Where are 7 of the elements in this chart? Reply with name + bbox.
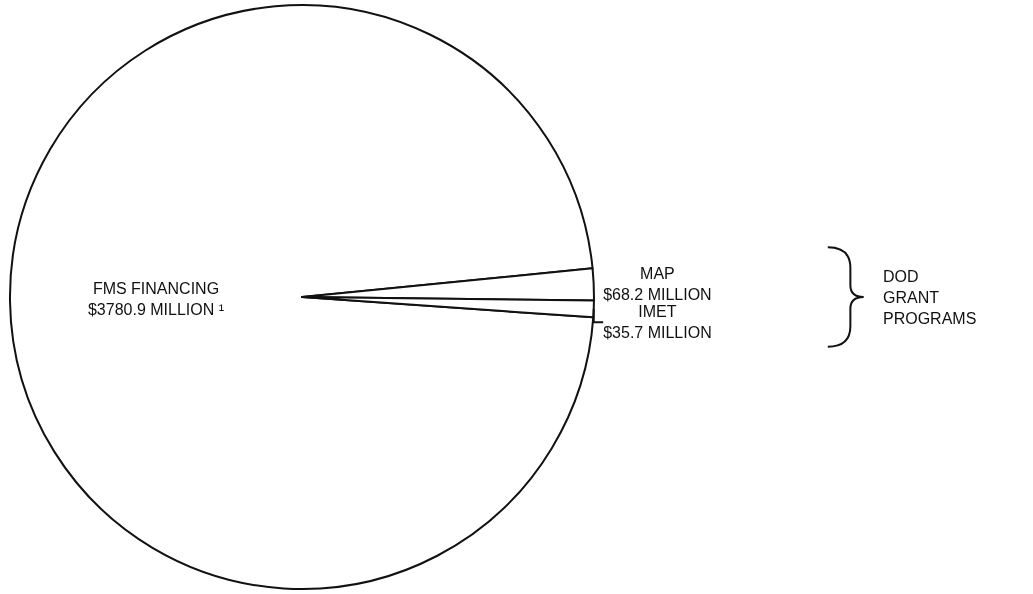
data-label: $68.2 MILLION <box>603 286 712 304</box>
data-label: $35.7 MILLION <box>603 324 712 342</box>
data-label: $3780.9 MILLION ¹ <box>87 300 225 318</box>
slice-label: FMS FINANCING <box>92 280 220 298</box>
slice-label: IMET <box>638 303 677 321</box>
slice-label: MAP <box>640 265 675 283</box>
text: DOD GRANT PROGRAMS <box>883 268 977 327</box>
